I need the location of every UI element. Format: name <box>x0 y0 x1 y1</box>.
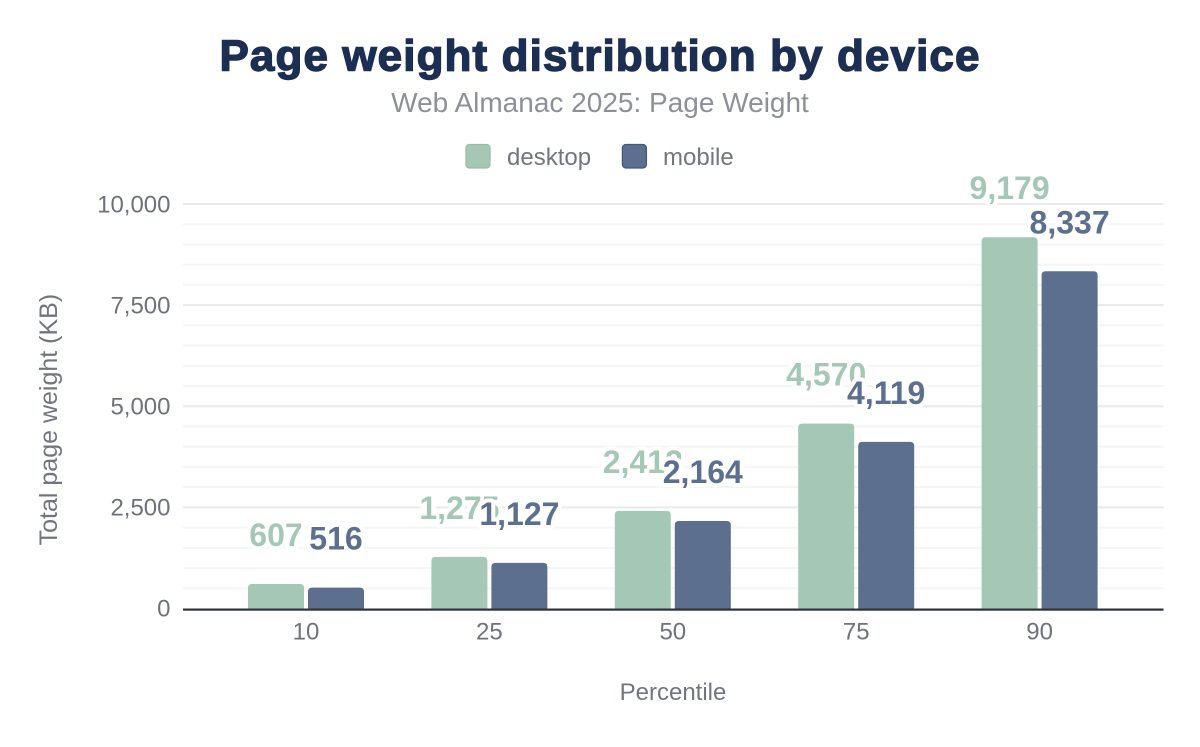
svg-text:10,000: 10,000 <box>97 191 170 218</box>
svg-text:10: 10 <box>293 619 320 646</box>
svg-text:90: 90 <box>1026 619 1053 646</box>
svg-text:4,119: 4,119 <box>847 375 925 411</box>
svg-text:9,179: 9,179 <box>970 170 1050 206</box>
svg-text:Web Almanac 2025: Page Weight: Web Almanac 2025: Page Weight <box>391 87 809 118</box>
svg-text:50: 50 <box>659 619 686 646</box>
svg-text:607: 607 <box>249 517 302 553</box>
svg-text:2,412: 2,412 <box>603 444 683 480</box>
svg-text:75: 75 <box>843 619 870 646</box>
svg-text:2,164: 2,164 <box>663 454 743 490</box>
svg-text:Percentile: Percentile <box>620 679 727 706</box>
svg-text:1,127: 1,127 <box>479 496 559 532</box>
svg-text:mobile: mobile <box>663 144 734 171</box>
svg-text:8,337: 8,337 <box>1030 204 1110 240</box>
svg-text:0: 0 <box>157 596 170 623</box>
svg-text:desktop: desktop <box>507 144 591 171</box>
svg-text:Total page weight (KB): Total page weight (KB) <box>35 294 63 546</box>
svg-text:5,000: 5,000 <box>110 394 170 421</box>
svg-text:4,570: 4,570 <box>786 357 866 393</box>
svg-text:Page weight distribution by de: Page weight distribution by device <box>219 32 980 81</box>
svg-text:1,275: 1,275 <box>419 490 499 526</box>
svg-text:7,500: 7,500 <box>110 292 170 319</box>
svg-text:516: 516 <box>309 521 362 557</box>
svg-text:2,500: 2,500 <box>110 495 170 522</box>
svg-text:25: 25 <box>476 619 503 646</box>
